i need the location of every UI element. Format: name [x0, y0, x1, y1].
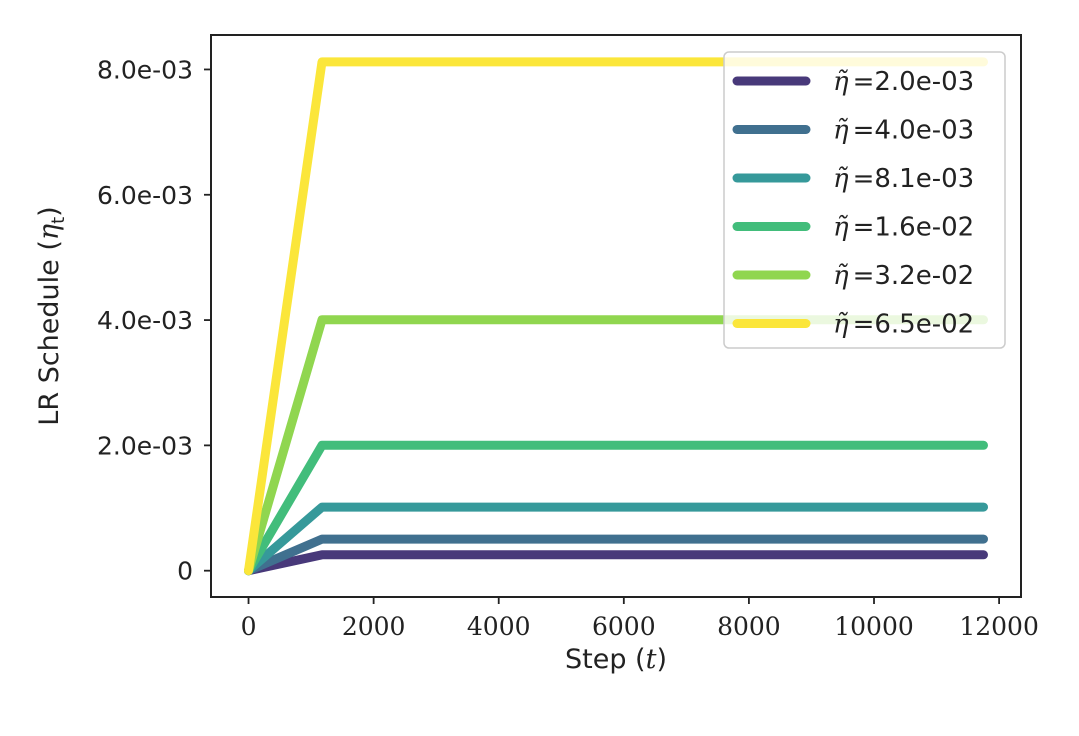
series-line-2 — [244, 534, 988, 576]
legend-eta-symbol: η̃ — [833, 261, 849, 291]
legend-entry: η̃ =2.0e-03 — [732, 67, 974, 97]
x-tick-label: 10000 — [834, 612, 914, 641]
legend-label: η̃ =2.0e-03 — [833, 67, 974, 97]
legend-value: =1.6e-02 — [853, 213, 975, 243]
y-axis-label-sub: t — [48, 217, 69, 224]
x-tick-label: 0 — [241, 612, 257, 641]
y-axis-label: LR Schedule (ηt) — [34, 206, 69, 425]
x-tick-label: 4000 — [467, 612, 531, 641]
x-tick-label: 6000 — [592, 612, 656, 641]
legend-entry: η̃ =1.6e-02 — [732, 213, 974, 243]
y-axis-label-var: η — [34, 224, 65, 240]
x-axis-label: Step (t) — [565, 644, 667, 675]
legend-entry: η̃ =6.5e-02 — [732, 310, 974, 340]
legend-entry: η̃ =8.1e-03 — [732, 164, 974, 194]
legend-label: η̃ =1.6e-02 — [833, 213, 974, 243]
y-tick-label: 8.0e-03 — [97, 55, 193, 84]
legend-eta-symbol: η̃ — [833, 116, 849, 146]
legend: η̃ =2.0e-03η̃ =4.0e-03η̃ =8.1e-03η̃ =1.6e-02… — [723, 51, 1006, 349]
x-tick-label: 8000 — [717, 612, 781, 641]
legend-entry: η̃ =3.2e-02 — [732, 261, 974, 291]
legend-value: =4.0e-03 — [853, 116, 975, 146]
y-tick-label: 2.0e-03 — [97, 431, 193, 460]
series-line-3 — [244, 502, 988, 576]
legend-eta-symbol: η̃ — [833, 213, 849, 243]
y-tick-label: 6.0e-03 — [97, 181, 193, 210]
legend-label: η̃ =6.5e-02 — [833, 310, 974, 340]
legend-label: η̃ =3.2e-02 — [833, 261, 974, 291]
legend-entry: η̃ =4.0e-03 — [732, 116, 974, 146]
legend-value: =6.5e-02 — [853, 310, 975, 340]
x-tick-label: 2000 — [342, 612, 406, 641]
legend-value: =8.1e-03 — [853, 164, 975, 194]
y-tick-label: 0 — [177, 557, 193, 586]
series-line-1 — [244, 550, 988, 576]
legend-label: η̃ =8.1e-03 — [833, 164, 974, 194]
x-axis-label-var: t — [646, 644, 657, 675]
x-axis: 0 2000 4000 6000 8000 10000 12000 — [241, 597, 1039, 641]
series-line-4 — [244, 440, 988, 576]
x-tick-label: 12000 — [959, 612, 1039, 641]
y-axis: 0 2.0e-03 4.0e-03 6.0e-03 8.0e-03 — [97, 55, 211, 586]
legend-eta-symbol: η̃ — [833, 164, 849, 194]
y-tick-label: 4.0e-03 — [97, 306, 193, 335]
legend-eta-symbol: η̃ — [833, 67, 849, 97]
legend-value: =3.2e-02 — [853, 261, 975, 291]
legend-label: η̃ =4.0e-03 — [833, 116, 974, 146]
legend-value: =2.0e-03 — [853, 67, 975, 97]
legend-eta-symbol: η̃ — [833, 310, 849, 340]
